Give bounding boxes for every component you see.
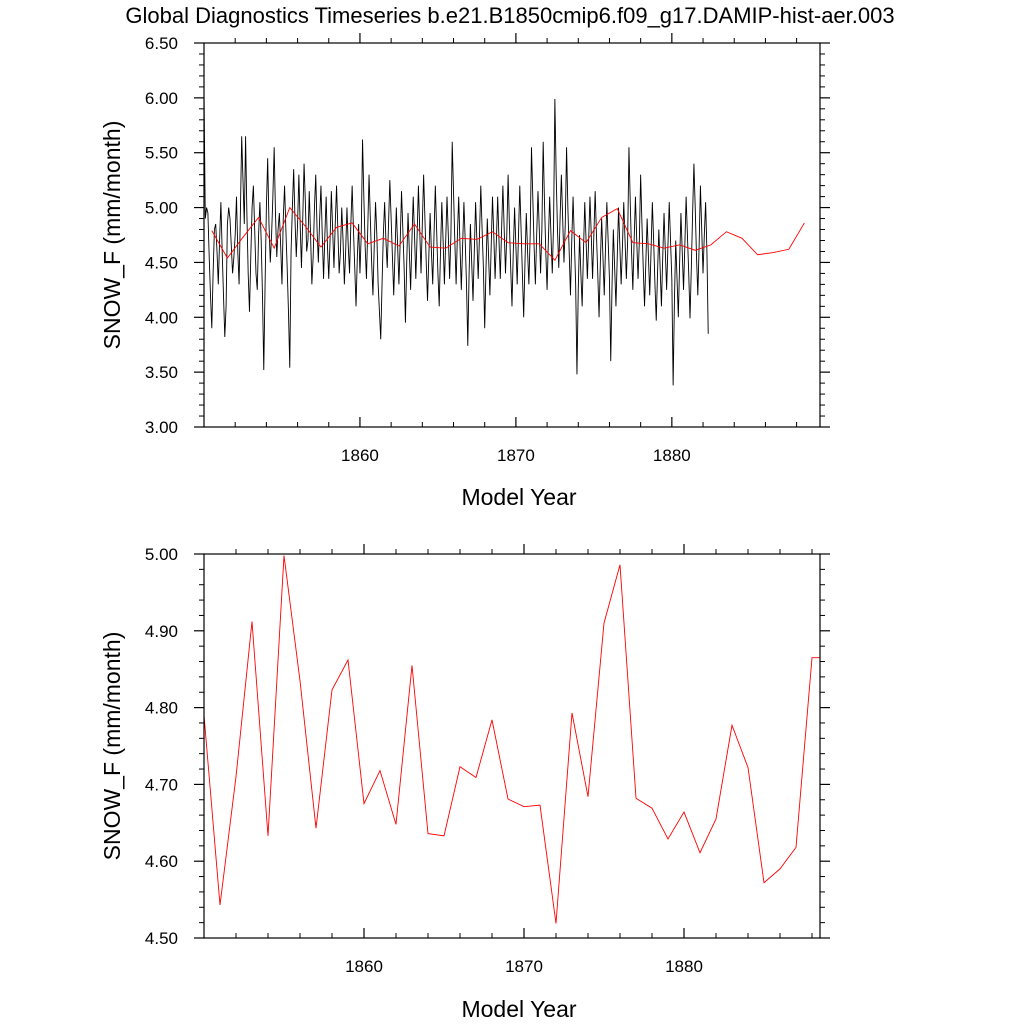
y-tick-label: 3.00 (145, 418, 178, 437)
series-line-annual (211, 206, 805, 261)
y-tick-label: 4.50 (145, 253, 178, 272)
y-tick-label: 3.50 (145, 363, 178, 382)
y-tick-label: 4.70 (145, 775, 178, 794)
y-tick-label: 5.50 (145, 144, 178, 163)
bottom-panel: 1860 1870 1880 4.50 4.60 4.70 4.80 4.90 5.00 Mode… (99, 544, 830, 1022)
x-tick-label: 1880 (665, 957, 703, 976)
y-tick-label: 4.00 (145, 308, 178, 327)
top-panel: 1860 1870 1880 3.00 3.50 4.00 4.50 5.00 5.50 6.00… (99, 33, 830, 510)
y-tick-label: 4.80 (145, 699, 178, 718)
y-tick-label: 5.00 (145, 545, 178, 564)
figure-title: Global Diagnostics Timeseries b.e21.B185… (125, 3, 894, 28)
y-tick-label: 5.00 (145, 199, 178, 218)
x-tick-label: 1860 (341, 446, 379, 465)
x-tick-label: 1860 (345, 957, 383, 976)
x-tick-label: 1870 (505, 957, 543, 976)
y-tick-label: 6.00 (145, 89, 178, 108)
x-tick-label: 1880 (653, 446, 691, 465)
series-line-annual (203, 555, 820, 924)
y-axis-label: SNOW_F (mm/month) (99, 121, 125, 350)
series-line-monthly (203, 92, 709, 386)
plot-frame (203, 553, 821, 939)
x-tick-label: 1870 (497, 446, 535, 465)
x-axis-label: Model Year (461, 484, 576, 510)
x-axis-label: Model Year (461, 996, 576, 1022)
y-tick-label: 4.50 (145, 929, 178, 948)
y-tick-label: 4.60 (145, 852, 178, 871)
y-tick-label: 4.90 (145, 622, 178, 641)
y-tick-label: 6.50 (145, 34, 178, 53)
y-axis-label: SNOW_F (mm/month) (99, 632, 125, 861)
plot-frame (203, 42, 821, 428)
